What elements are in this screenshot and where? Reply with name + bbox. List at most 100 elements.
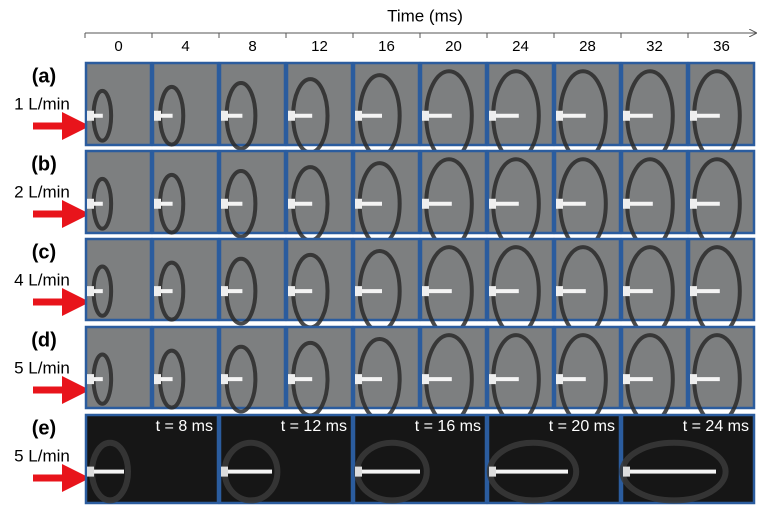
jet-streak [295, 202, 312, 206]
nozzle [556, 199, 563, 209]
nozzle [221, 374, 228, 384]
jet-streak [630, 202, 653, 206]
tick-label: 20 [445, 38, 462, 55]
tick-label: 8 [248, 38, 256, 55]
nozzle [489, 111, 496, 121]
jet-streak [496, 202, 519, 206]
nozzle [154, 286, 161, 296]
jet-streak [94, 289, 103, 293]
jet-streak [563, 202, 586, 206]
jet-streak [94, 470, 124, 474]
jet-streak [496, 470, 568, 474]
nozzle [489, 374, 496, 384]
jet-streak [496, 377, 519, 381]
jet-streak [362, 114, 382, 118]
photo-frame [555, 63, 620, 145]
jet-streak [697, 377, 720, 381]
jet-streak [295, 377, 312, 381]
jet-streak [429, 289, 452, 293]
jet-streak [161, 114, 173, 118]
nozzle [221, 111, 228, 121]
nozzle [87, 467, 94, 477]
jet-streak [94, 377, 103, 381]
nozzle [489, 286, 496, 296]
tick-label: 16 [378, 38, 395, 55]
frame-label: t = 8 ms [156, 418, 213, 435]
photo-frame [421, 63, 486, 145]
tick-label: 4 [181, 38, 189, 55]
nozzle [221, 467, 228, 477]
jet-streak [228, 202, 242, 206]
jet-streak [563, 377, 586, 381]
row-label: (e) [32, 417, 56, 439]
photo-frame [555, 151, 620, 233]
nozzle [556, 374, 563, 384]
jet-streak [161, 377, 173, 381]
nozzle [154, 199, 161, 209]
jet-streak [496, 114, 519, 118]
photo-frame [555, 239, 620, 320]
nozzle [87, 199, 94, 209]
frame-label: t = 20 ms [549, 418, 615, 435]
tick-label: 0 [114, 38, 122, 55]
tick-label: 36 [713, 38, 730, 55]
jet-streak [429, 114, 452, 118]
photo-frame [555, 327, 620, 408]
nozzle [355, 111, 362, 121]
photo-frame [421, 327, 486, 408]
nozzle [355, 286, 362, 296]
photo-frame [488, 327, 553, 408]
photo-frame [488, 239, 553, 320]
nozzle [355, 199, 362, 209]
nozzle [489, 199, 496, 209]
jet-streak [630, 470, 716, 474]
photo-frame [689, 63, 754, 145]
nozzle [288, 199, 295, 209]
jet-streak [295, 289, 312, 293]
photo-frame [622, 151, 687, 233]
row-label: (d) [31, 329, 57, 351]
frame-label: t = 16 ms [415, 418, 481, 435]
nozzle [690, 286, 697, 296]
axis-title: Time (ms) [387, 6, 463, 25]
photo-frame [689, 239, 754, 320]
jet-streak [94, 202, 103, 206]
jet-streak [563, 289, 586, 293]
flow-rate: 4 L/min [14, 270, 70, 289]
jet-streak [563, 114, 586, 118]
jet-streak [496, 289, 519, 293]
jet-streak [228, 114, 242, 118]
nozzle [422, 374, 429, 384]
photo-frame [488, 151, 553, 233]
photo-frame [421, 151, 486, 233]
nozzle [288, 286, 295, 296]
jet-streak [630, 114, 653, 118]
nozzle [154, 374, 161, 384]
nozzle [556, 111, 563, 121]
jet-streak [429, 202, 452, 206]
nozzle [221, 286, 228, 296]
flow-rate: 5 L/min [14, 446, 70, 465]
jet-streak [630, 289, 653, 293]
frame-label: t = 24 ms [683, 418, 749, 435]
jet-streak [295, 114, 312, 118]
nozzle [489, 467, 496, 477]
nozzle [623, 467, 630, 477]
nozzle [422, 199, 429, 209]
flow-rate: 2 L/min [14, 182, 70, 201]
tick-label: 24 [512, 38, 529, 55]
jet-streak [630, 377, 653, 381]
jet-streak [161, 289, 173, 293]
nozzle [690, 111, 697, 121]
nozzle [355, 374, 362, 384]
nozzle [87, 111, 94, 121]
nozzle [623, 199, 630, 209]
jet-streak [362, 202, 382, 206]
jet-streak [362, 289, 382, 293]
photo-frame [689, 151, 754, 233]
frame-label: t = 12 ms [281, 418, 347, 435]
nozzle [288, 374, 295, 384]
tick-label: 28 [579, 38, 596, 55]
jet-streak [429, 377, 452, 381]
nozzle [87, 286, 94, 296]
